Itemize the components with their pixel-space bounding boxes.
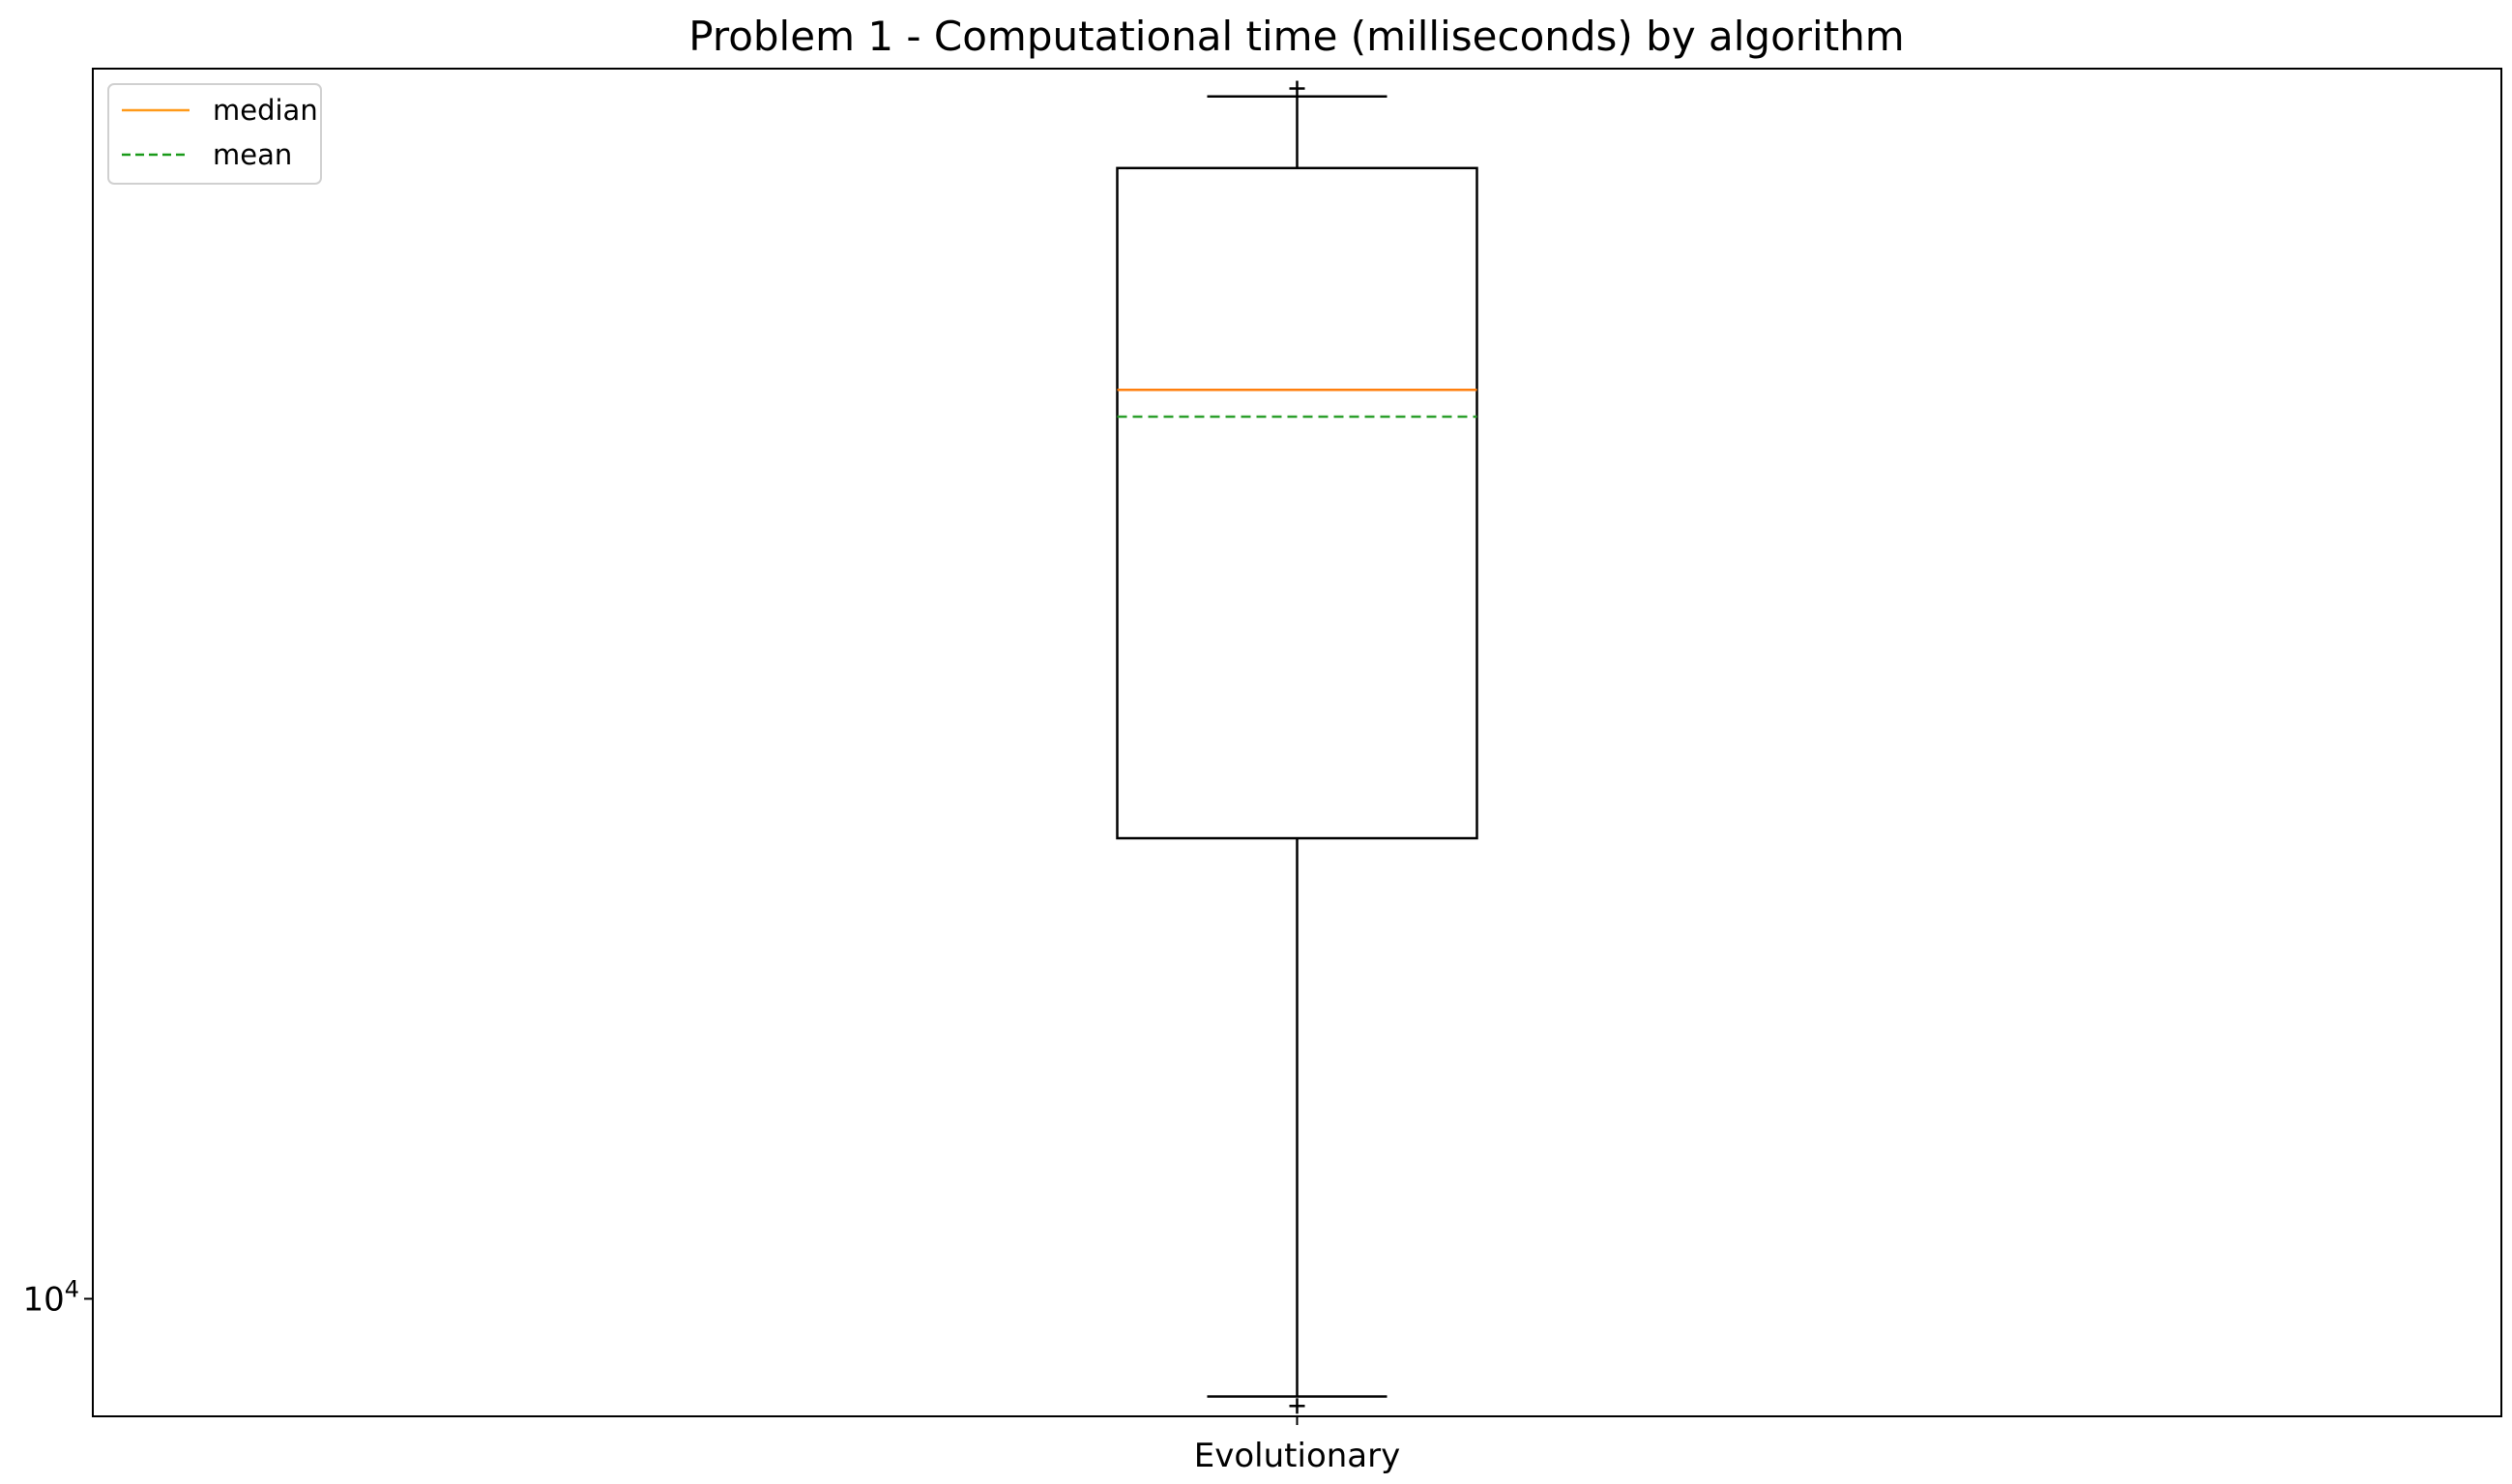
box-body	[1116, 166, 1478, 840]
legend-entry-median: median	[122, 94, 318, 127]
legend-entry-mean: mean	[122, 138, 292, 171]
plot-area: Evolutionary 104	[22, 68, 2502, 1475]
chart-title: Problem 1 - Computational time (millisec…	[688, 13, 1904, 60]
flier-point	[1289, 80, 1305, 97]
x-tick-label: Evolutionary	[1194, 1437, 1400, 1475]
legend-label: mean	[213, 138, 292, 171]
box-group	[1116, 80, 1478, 1414]
legend: median mean	[107, 83, 322, 185]
y-tick-label: 104	[22, 1275, 79, 1319]
axes: Evolutionary 104	[22, 1275, 1400, 1475]
box-marks	[1116, 80, 1478, 1414]
legend-label: median	[213, 94, 318, 127]
flier-point	[1289, 1398, 1305, 1414]
legend-items: median mean	[122, 94, 318, 171]
